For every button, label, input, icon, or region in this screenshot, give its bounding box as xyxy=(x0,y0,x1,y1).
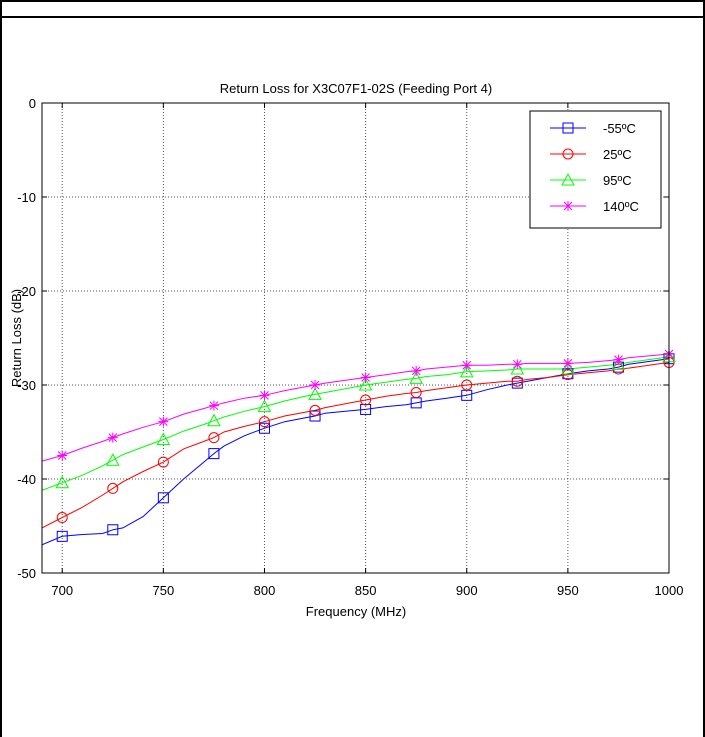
x-tick-label: 800 xyxy=(254,583,276,598)
data-point xyxy=(358,377,373,391)
data-point xyxy=(258,416,270,428)
series-line-1 xyxy=(42,361,669,529)
data-point xyxy=(105,453,120,466)
x-tick-label: 1000 xyxy=(655,583,684,598)
x-axis-label: Frequency (MHz) xyxy=(306,604,406,619)
data-point xyxy=(259,390,270,401)
legend-marker-star xyxy=(563,201,573,211)
legend-marker-square xyxy=(562,122,574,134)
y-tick-label: -20 xyxy=(17,284,36,299)
x-tick-label: 750 xyxy=(153,583,175,598)
data-point xyxy=(613,354,624,365)
legend-box xyxy=(529,110,662,229)
data-point xyxy=(107,482,119,494)
data-point xyxy=(55,475,70,489)
data-point xyxy=(561,361,575,375)
data-point xyxy=(409,371,424,384)
data-point xyxy=(208,448,220,460)
data-point xyxy=(459,364,474,378)
data-point xyxy=(461,379,473,391)
data-point xyxy=(410,387,422,399)
y-tick-label: 0 xyxy=(29,96,36,111)
data-point xyxy=(309,404,321,416)
x-tick-label: 950 xyxy=(557,583,579,598)
data-point xyxy=(107,524,119,536)
data-point xyxy=(56,530,68,542)
frame-top-rule xyxy=(2,16,703,18)
x-tick-label: 700 xyxy=(51,583,73,598)
data-point xyxy=(158,416,169,427)
data-point xyxy=(156,432,171,446)
plot-border xyxy=(41,102,670,574)
legend-label: 95ºC xyxy=(603,173,632,188)
axis-ticks xyxy=(42,102,670,574)
data-point xyxy=(511,375,523,387)
data-point xyxy=(308,387,322,400)
data-point xyxy=(258,422,270,434)
legend-marker-triangle xyxy=(561,172,575,186)
data-point xyxy=(310,380,321,390)
x-tick-label: 900 xyxy=(456,583,478,598)
data-point xyxy=(207,413,221,427)
y-tick-label: -10 xyxy=(17,190,36,205)
data-point xyxy=(360,394,372,406)
x-tick-label: 850 xyxy=(355,583,377,598)
axis-tick-labels: 700 750 800 850 900 950 1000 0 -10 -20 -30 -40 -50 xyxy=(17,96,683,598)
data-point xyxy=(461,360,472,371)
data-point xyxy=(562,369,574,381)
legend: -55ºC 25ºC 95ºC 140ºC xyxy=(529,110,662,229)
data-point xyxy=(157,492,169,504)
chart-title: Return Loss for X3C07F1-02S (Feeding Por… xyxy=(220,81,492,96)
legend-marker-circle xyxy=(562,148,574,160)
data-point xyxy=(360,403,372,415)
data-point xyxy=(510,361,525,375)
data-point xyxy=(257,399,272,413)
y-tick-label: -50 xyxy=(17,566,36,581)
data-point xyxy=(309,410,321,422)
data-point xyxy=(56,512,68,524)
series-markers xyxy=(55,348,676,542)
data-point xyxy=(611,357,626,370)
data-point xyxy=(57,450,68,461)
data-point xyxy=(360,372,371,383)
y-tick-label: -30 xyxy=(17,378,36,393)
y-tick-label: -40 xyxy=(17,472,36,487)
y-axis-label: Return Loss (dB) xyxy=(9,289,24,387)
data-point xyxy=(107,432,118,443)
data-point xyxy=(208,432,220,444)
legend-label: -55ºC xyxy=(603,121,636,136)
data-point xyxy=(512,359,523,370)
data-point xyxy=(411,365,422,376)
data-point xyxy=(562,358,573,369)
legend-label: 25ºC xyxy=(603,147,632,162)
data-point xyxy=(157,456,169,468)
data-point xyxy=(208,400,219,411)
legend-label: 140ºC xyxy=(603,199,639,214)
